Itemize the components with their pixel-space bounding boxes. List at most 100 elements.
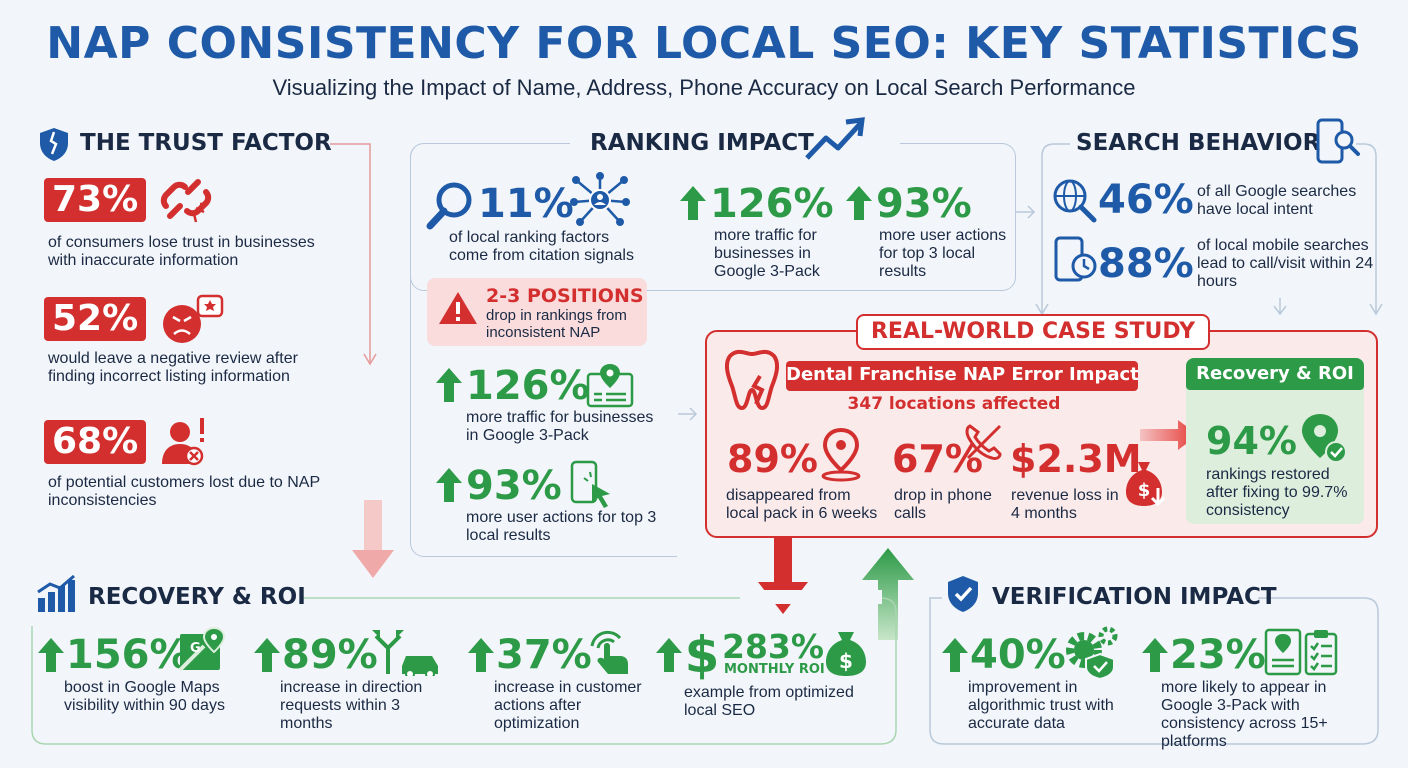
trust-down-arrow-icon xyxy=(352,500,394,578)
case-stat-desc: drop in phone calls xyxy=(894,487,992,522)
case-locations: 347 locations affected xyxy=(847,394,1061,414)
right-arrow-icon xyxy=(678,407,698,421)
traffic-value: 126% xyxy=(466,363,590,409)
verification-title: VERIFICATION IMPACT xyxy=(992,584,1277,610)
page-title: NAP CONSISTENCY FOR LOCAL SEO: KEY STATI… xyxy=(46,18,1362,69)
phone-tap-icon xyxy=(570,460,610,508)
bar-chart-up-icon xyxy=(37,574,75,612)
up-arrow-icon xyxy=(254,638,280,672)
case-stat-value: $2.3M xyxy=(1010,437,1142,481)
roi-stat-value: 37% xyxy=(496,632,592,678)
checklist-icon xyxy=(1264,628,1338,676)
trust-stat-desc: would leave a negative review after find… xyxy=(48,350,298,385)
warning-icon xyxy=(439,292,477,324)
warning-value: 2-3 POSITIONS xyxy=(486,285,644,307)
ranking-top-value: 93% xyxy=(876,181,972,227)
citation-desc: of local ranking factors come from citat… xyxy=(449,229,634,264)
svg-text:G: G xyxy=(190,641,201,656)
shield-check-icon xyxy=(948,576,978,612)
actions-value: 93% xyxy=(466,463,562,509)
svg-text:$: $ xyxy=(685,626,720,680)
case-subtitle: Dental Franchise NAP Error Impact xyxy=(786,361,1139,391)
trust-stat-desc: of consumers lose trust in businesses wi… xyxy=(48,234,315,269)
globe-search-icon xyxy=(1053,179,1097,223)
network-icon xyxy=(570,172,630,226)
up-arrow-icon xyxy=(436,468,462,502)
search-title: SEARCH BEHAVIOR xyxy=(1076,130,1321,156)
up-arrow-icon xyxy=(656,638,682,672)
search-frame xyxy=(1035,143,1383,316)
verification-stat-value: 40% xyxy=(970,632,1066,678)
ranking-top-desc: more user actions for top 3 local result… xyxy=(879,227,1007,280)
trust-title: THE TRUST FACTOR xyxy=(80,130,332,156)
trend-up-icon xyxy=(805,117,865,160)
trust-stat-value: 73% xyxy=(44,178,147,222)
roi-frame xyxy=(31,597,897,745)
page-subtitle: Visualizing the Impact of Name, Address,… xyxy=(272,75,1136,100)
roi-stat-desc: increase in direction requests within 3 … xyxy=(280,679,423,732)
location-pin-icon xyxy=(821,428,861,482)
up-arrow-icon xyxy=(1142,638,1168,672)
search-stat-value: 46% xyxy=(1098,177,1194,223)
mobile-search-icon xyxy=(1316,118,1360,164)
broken-link-icon xyxy=(160,179,212,223)
roi-stat-desc: example from optimized local SEO xyxy=(684,684,854,719)
up-arrow-icon xyxy=(468,638,494,672)
right-arrow-gradient-icon xyxy=(1140,420,1198,450)
shield-broken-icon xyxy=(40,128,68,161)
money-loss-icon: $ xyxy=(1126,462,1166,507)
roi-stat-value: 283% xyxy=(722,627,824,666)
google-maps-icon: G xyxy=(178,626,226,672)
ranking-frame-left xyxy=(410,143,677,557)
location-check-icon xyxy=(1302,414,1347,463)
dollar-icon: $ xyxy=(685,626,720,680)
case-stat-value: 89% xyxy=(727,437,818,481)
traffic-desc: more traffic for businesses in Google 3-… xyxy=(466,409,654,444)
roi-stat-value: 89% xyxy=(282,632,378,678)
case-title: REAL-WORLD CASE STUDY xyxy=(856,314,1210,350)
roi-title: RECOVERY & ROI xyxy=(88,584,306,610)
gear-shield-icon xyxy=(1066,626,1118,680)
citation-value: 11% xyxy=(478,181,574,227)
case-recovery-value: 94% xyxy=(1206,419,1297,463)
verification-stat-value: 23% xyxy=(1170,632,1266,678)
ranking-title: RANKING IMPACT xyxy=(590,130,814,156)
lost-user-icon xyxy=(162,418,204,466)
up-arrow-icon xyxy=(38,638,64,672)
angry-review-icon xyxy=(163,294,224,343)
trust-stat-value: 68% xyxy=(44,420,147,464)
money-bag-icon: $ xyxy=(826,632,866,676)
search-stat-desc: of local mobile searches lead to call/vi… xyxy=(1197,237,1374,290)
touch-tap-icon xyxy=(590,630,628,674)
up-arrow-icon xyxy=(846,186,872,220)
verification-stat-desc: more likely to appear in Google 3-Pack w… xyxy=(1161,679,1328,750)
up-arrow-icon xyxy=(942,638,968,672)
case-recovery-desc: rankings restored after fixing to 99.7% … xyxy=(1206,466,1348,519)
right-arrow-icon xyxy=(1016,205,1036,219)
trust-stat-desc: of potential customers lost due to NAP i… xyxy=(48,474,320,509)
trust-connector-line xyxy=(330,143,377,366)
roi-stat-desc: increase in customer actions after optim… xyxy=(494,679,642,732)
directions-car-icon xyxy=(372,630,438,676)
location-card-icon xyxy=(586,364,634,408)
ranking-top-value: 126% xyxy=(710,181,834,227)
up-arrow-big-icon xyxy=(862,548,914,640)
trust-stat-value: 52% xyxy=(44,297,147,341)
phone-off-icon xyxy=(965,424,1002,460)
roi-stat-value: 156% xyxy=(66,632,190,678)
verification-stat-desc: improvement in algorithmic trust with ac… xyxy=(968,679,1114,732)
svg-text:$: $ xyxy=(839,649,853,673)
roi-stat-desc: boost in Google Maps visibility within 9… xyxy=(64,679,225,714)
roi-stat-sub: MONTHLY ROI xyxy=(724,662,825,677)
mobile-clock-icon xyxy=(1054,236,1097,282)
ranking-top-desc: more traffic for businesses in Google 3-… xyxy=(714,227,820,280)
svg-text:$: $ xyxy=(1138,480,1151,501)
case-stat-desc: revenue loss in 4 months xyxy=(1011,487,1119,522)
up-arrow-icon xyxy=(680,186,706,220)
case-stat-value: 67% xyxy=(892,437,983,481)
warning-desc: drop in rankings from inconsistent NAP xyxy=(486,307,627,341)
verification-frame xyxy=(929,597,1379,745)
up-arrow-icon xyxy=(436,368,462,402)
magnifier-icon xyxy=(426,182,472,230)
broken-tooth-icon xyxy=(724,349,780,411)
